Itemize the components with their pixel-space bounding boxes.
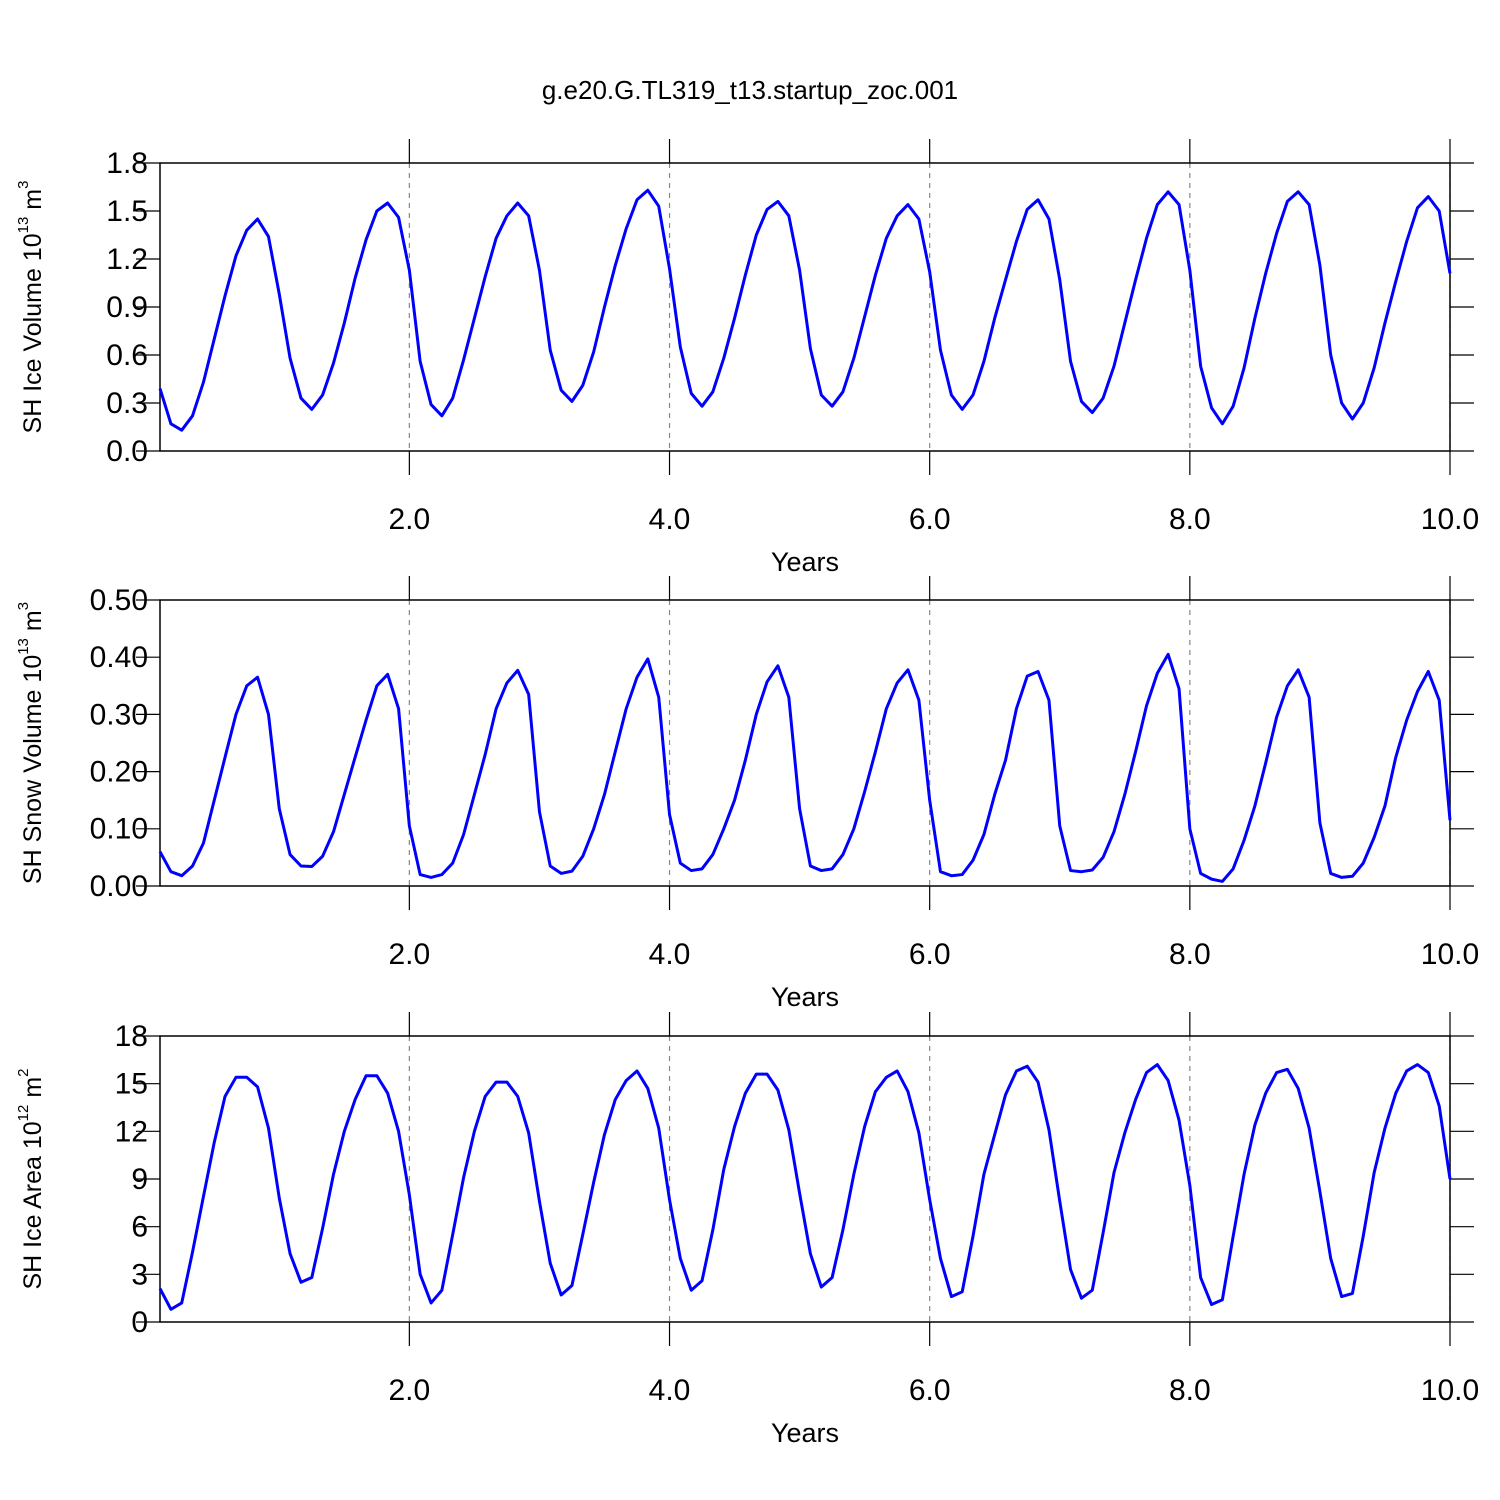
y-tick-label: 6 [131,1211,148,1244]
x-tick-label: 2.0 [389,938,431,971]
y-tick-label: 0.20 [90,756,148,789]
x-tick-label: 10.0 [1421,938,1479,971]
x-tick-label: 4.0 [649,503,691,536]
y-tick-label: 15 [115,1068,148,1101]
y-tick-label: 0.00 [90,870,148,903]
x-tick-label: 10.0 [1421,503,1479,536]
x-tick-label: 10.0 [1421,1374,1479,1407]
y-tick-label: 0.50 [90,584,148,617]
y-label-unit: m [19,610,47,631]
chart-title: g.e20.G.TL319_t13.startup_zoc.001 [542,75,958,105]
plot-frame [159,162,1451,452]
x-tick-label: 6.0 [909,503,951,536]
x-tick-label: 8.0 [1169,1374,1211,1407]
y-tick-label: 9 [131,1163,148,1196]
y-tick-label: 3 [131,1258,148,1291]
x-tick-label: 4.0 [649,1374,691,1407]
plot-frame [159,599,1451,887]
y-label-exp: 13 [15,217,32,234]
y-label-exp: 12 [15,1105,32,1122]
x-axis-label: Years [771,982,839,1012]
x-tick-label: 8.0 [1169,938,1211,971]
y-tick-label: 1.2 [106,243,148,276]
data-line [158,1063,1452,1311]
y-label-unit-exp: 2 [15,1068,32,1076]
x-tick-label: 2.0 [389,503,431,536]
x-tick-label: 4.0 [649,938,691,971]
y-axis-label: SH Ice Area 1012 m2 [15,1068,47,1289]
x-tick-label: 6.0 [909,1374,951,1407]
y-label-unit-exp: 3 [15,181,32,189]
y-label-exp: 13 [15,638,32,655]
y-label-unit-exp: 3 [15,602,32,610]
y-label-text: SH Ice Volume 10 [19,233,47,433]
y-tick-label: 0.9 [106,291,148,324]
x-axis-label: Years [771,1418,839,1448]
x-tick-label: 2.0 [389,1374,431,1407]
y-tick-label: 0.0 [106,435,148,468]
x-axis-label: Years [771,547,839,577]
data-line [158,188,1452,432]
y-label-unit: m [19,189,47,210]
y-label-text: SH Ice Area 10 [19,1121,47,1289]
y-axis-label: SH Ice Volume 1013 m3 [15,181,47,434]
plot-frame [159,1035,1451,1323]
y-axis-label: SH Snow Volume 1013 m3 [15,602,47,884]
y-tick-label: 0.10 [90,813,148,846]
y-tick-label: 18 [115,1020,148,1053]
y-tick-label: 1.5 [106,195,148,228]
y-label-text: SH Snow Volume 10 [19,655,47,884]
y-tick-label: 12 [115,1115,148,1148]
data-line [158,652,1452,883]
y-tick-label: 0.40 [90,641,148,674]
y-tick-label: 1.8 [106,147,148,180]
y-tick-label: 0 [131,1306,148,1339]
y-tick-label: 0.30 [90,698,148,731]
y-tick-label: 0.6 [106,339,148,372]
x-tick-label: 8.0 [1169,503,1211,536]
x-tick-label: 6.0 [909,938,951,971]
y-tick-label: 0.3 [106,387,148,420]
y-label-unit: m [19,1077,47,1098]
